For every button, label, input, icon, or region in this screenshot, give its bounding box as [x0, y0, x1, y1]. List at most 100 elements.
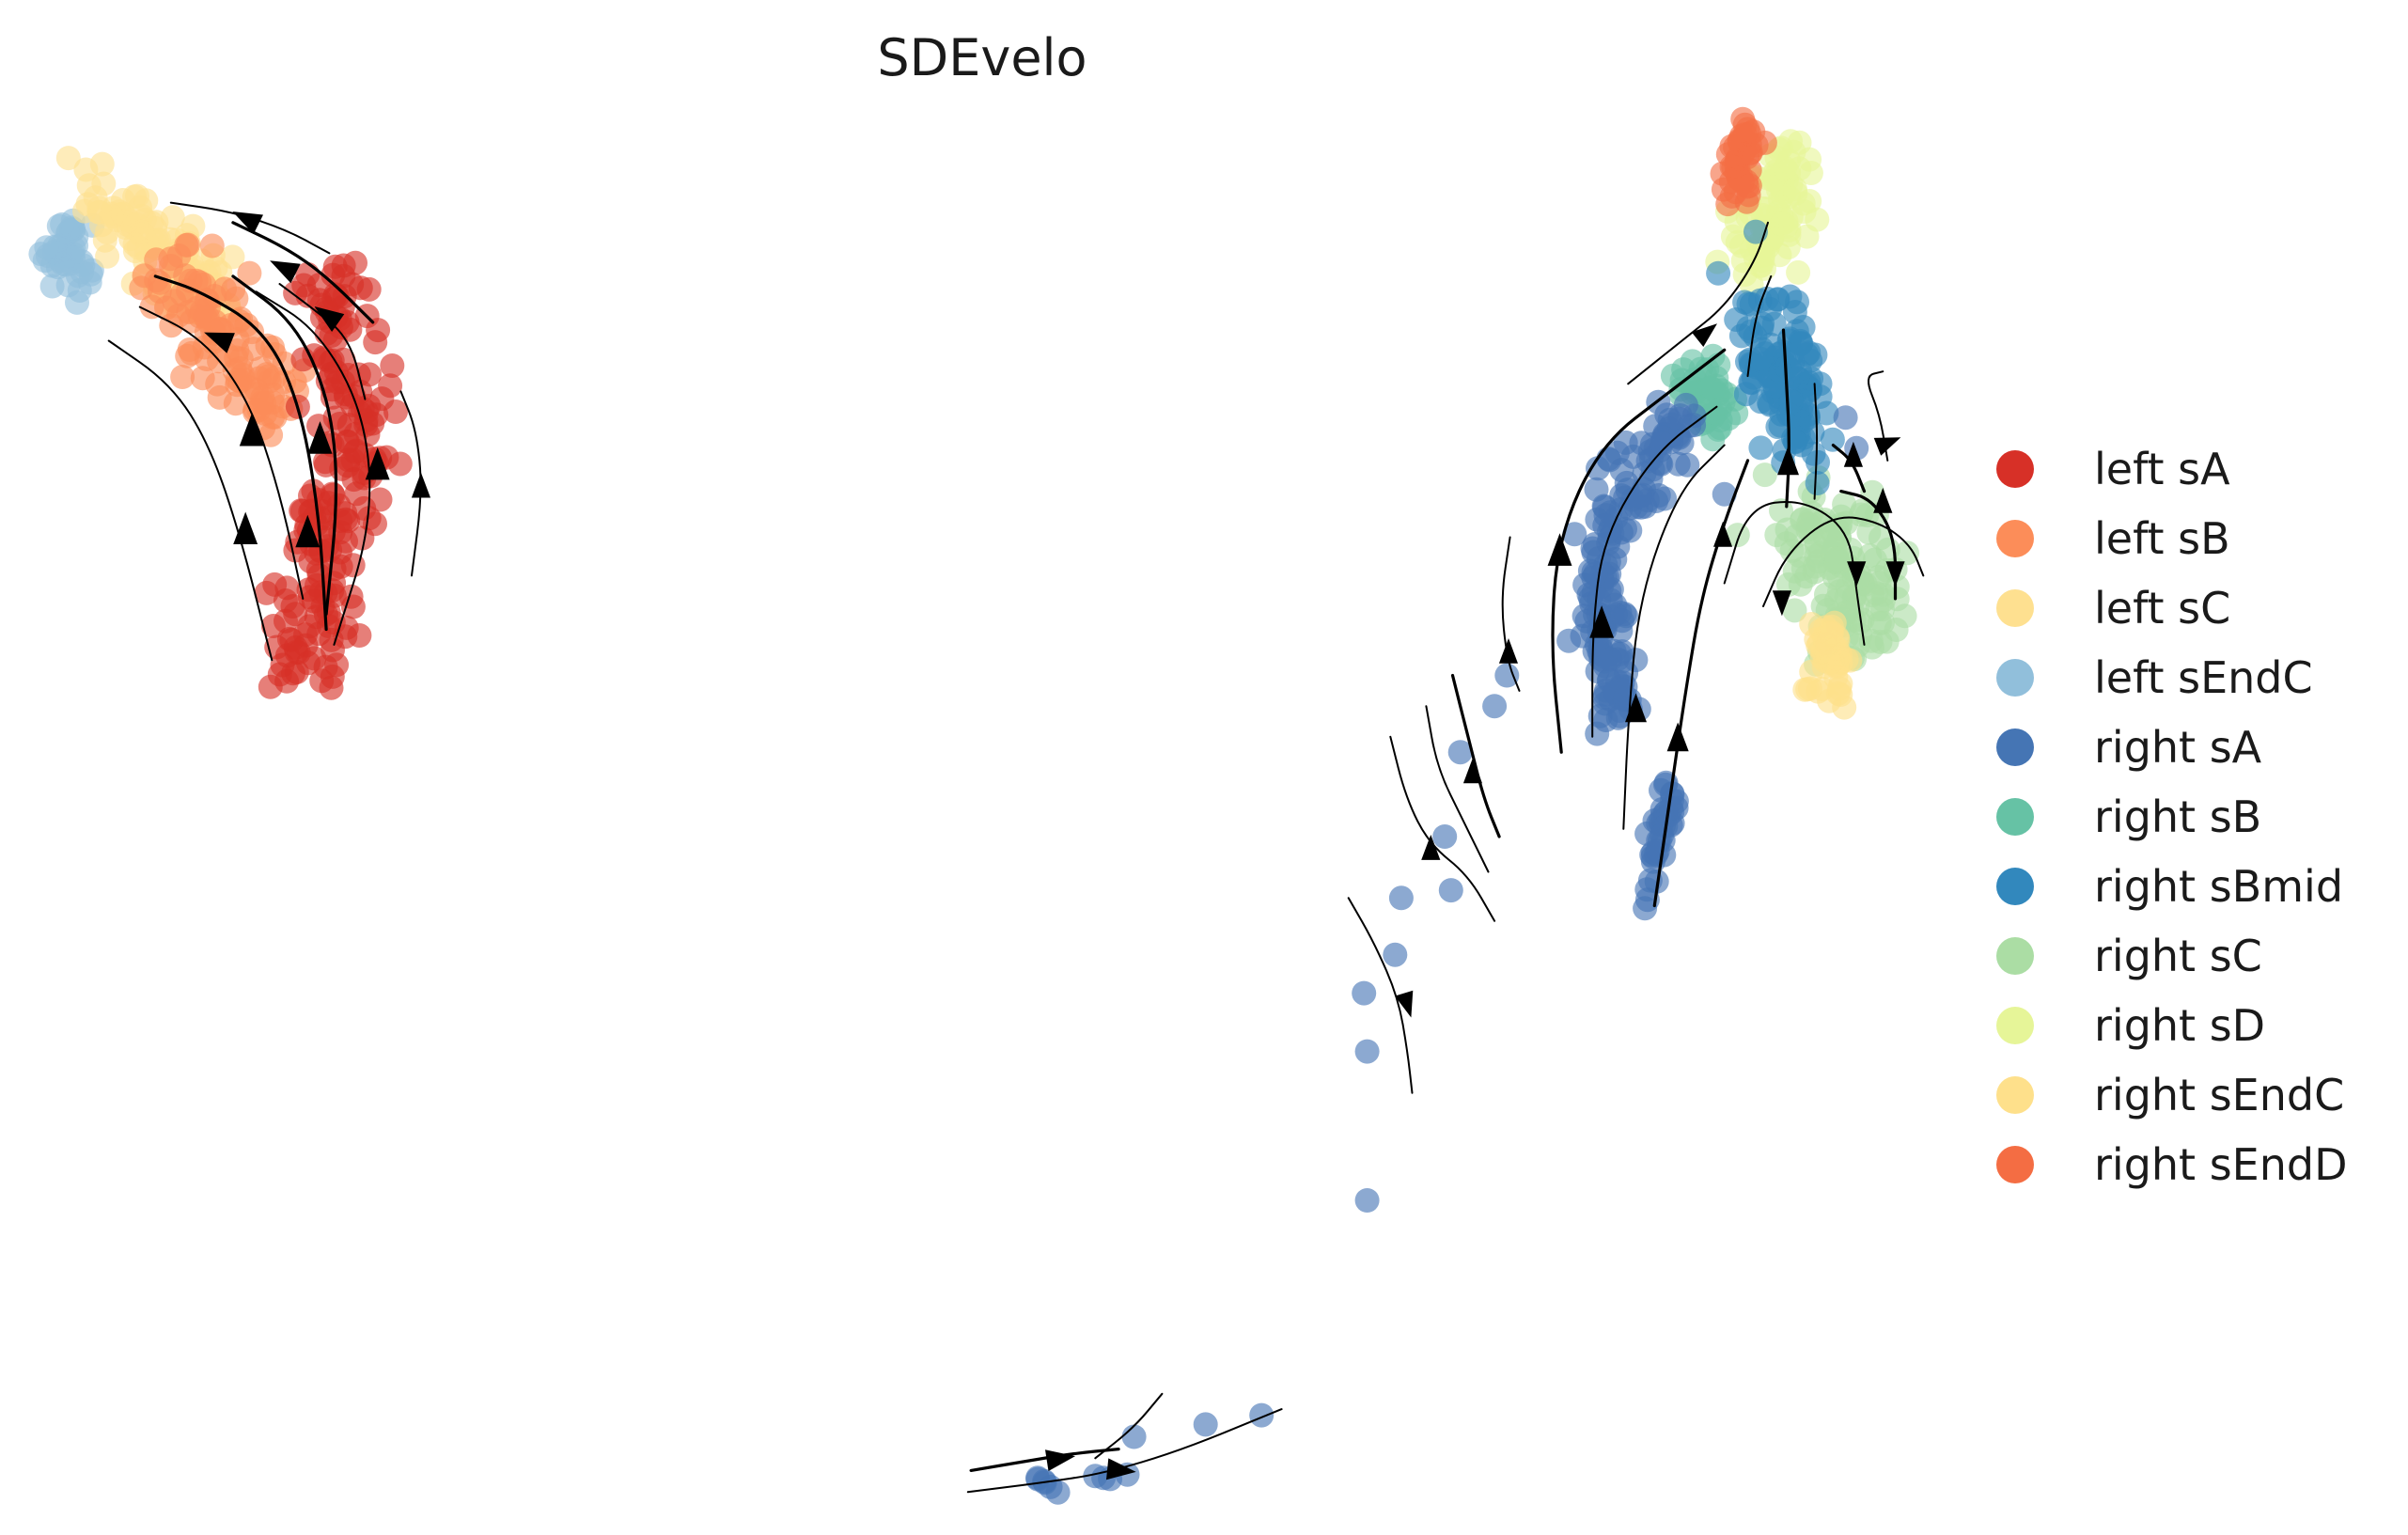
point-right-sa [1609, 608, 1634, 634]
stream-arrow [1106, 1458, 1136, 1480]
legend-swatch-right-sbmid [1996, 868, 2034, 905]
streamline [169, 201, 331, 255]
point-left-sb [129, 275, 154, 301]
legend-swatch-left-sendc [1996, 659, 2034, 697]
streamline [153, 274, 328, 632]
point-left-sb [199, 233, 225, 258]
streamline [1627, 221, 1769, 385]
legend-item: right sA [1974, 713, 2348, 782]
point-right-sendc [1797, 676, 1822, 701]
point-left-sa [260, 614, 286, 638]
point-left-sa [387, 451, 413, 477]
point-left-sb [177, 337, 202, 362]
legend-swatch-right-sendd [1996, 1146, 2034, 1183]
point-left-sb [227, 356, 253, 381]
point-right-sa [1598, 647, 1623, 672]
point-right-sc [1895, 540, 1919, 566]
stream-arrow [204, 332, 235, 353]
point-right-sa [1494, 663, 1520, 688]
legend-label: left sA [2094, 444, 2230, 494]
point-right-sc [1803, 554, 1827, 579]
point-right-sc [1826, 525, 1852, 551]
point-right-sbmid [1739, 370, 1764, 396]
point-right-sa [1352, 980, 1377, 1006]
point-right-sbmid [1805, 471, 1830, 495]
streamline [255, 290, 371, 646]
point-right-sa [1121, 1424, 1147, 1449]
stream-arrow [1885, 561, 1905, 587]
streamline [1591, 405, 1718, 738]
point-left-sa [321, 262, 346, 288]
point-right-sa [1609, 677, 1634, 702]
point-right-sbmid [1782, 429, 1807, 454]
legend-label: right sD [2094, 1000, 2266, 1051]
point-left-sc [92, 227, 117, 253]
stream-arrow [1873, 487, 1893, 513]
point-right-sa [1562, 522, 1587, 547]
streamline [1501, 536, 1521, 692]
point-left-sa [338, 584, 364, 609]
streamline [138, 305, 305, 600]
legend-item: left sA [1974, 434, 2348, 504]
point-right-sa [1432, 824, 1458, 849]
point-left-sa [274, 643, 300, 668]
legend-item: right sEndC [1974, 1060, 2348, 1130]
point-right-sbmid [1758, 296, 1782, 321]
point-left-sa [360, 411, 385, 436]
point-left-sb [205, 371, 230, 397]
point-left-sb [221, 277, 246, 303]
stream-arrow [1847, 561, 1867, 587]
streamline [1868, 370, 1889, 462]
stream-arrow [1421, 835, 1441, 860]
streamline [1622, 444, 1726, 830]
point-right-sendc [1818, 621, 1843, 647]
point-left-sa [378, 373, 403, 399]
point-right-sbmid [1778, 389, 1804, 415]
point-right-sendc [1799, 612, 1824, 636]
stream-arrow [1873, 437, 1901, 456]
legend-label: left sB [2094, 513, 2230, 564]
point-left-sb [159, 254, 184, 279]
point-left-sa [342, 439, 367, 464]
point-right-sa [1447, 740, 1473, 765]
stream-arrow [295, 514, 321, 548]
point-left-sa [323, 359, 349, 384]
point-left-sb [147, 279, 172, 304]
point-left-sendc [65, 290, 89, 315]
point-right-sa [1354, 1188, 1380, 1213]
point-right-sendc [1823, 646, 1849, 671]
stream-arrow [239, 414, 264, 446]
point-left-sb [237, 260, 262, 286]
point-right-sa [1388, 885, 1414, 911]
legend-item: left sC [1974, 573, 2348, 643]
point-left-sa [367, 487, 393, 512]
stream-arrow [1713, 521, 1733, 547]
legend-swatch-right-sa [1996, 728, 2034, 766]
point-right-sc [1869, 525, 1893, 551]
point-right-sa [1556, 628, 1582, 653]
point-left-sb [258, 422, 284, 447]
point-right-sa [1354, 1039, 1380, 1064]
stream-arrow [314, 306, 345, 332]
stream-arrow [1625, 693, 1647, 723]
legend-swatch-left-sb [1996, 520, 2034, 557]
point-left-sb [246, 366, 272, 391]
point-right-sa [1645, 838, 1670, 864]
arrows-layer [204, 211, 1905, 1480]
legend-item: right sC [1974, 921, 2348, 991]
stream-arrow [365, 446, 390, 480]
point-right-sbmid [1748, 346, 1774, 371]
legend-label: left sEndC [2094, 652, 2313, 703]
streamline [1425, 705, 1490, 873]
point-right-sa [1580, 536, 1605, 561]
point-right-sbmid [1801, 441, 1826, 466]
point-left-sa [322, 405, 348, 431]
point-right-sc [1752, 462, 1777, 488]
point-left-sa [333, 501, 358, 526]
point-right-sd [1797, 147, 1822, 172]
point-right-sd [1766, 171, 1791, 196]
point-right-sa [1605, 705, 1631, 730]
point-right-sbmid [1743, 219, 1768, 244]
point-right-sc [1782, 598, 1807, 623]
